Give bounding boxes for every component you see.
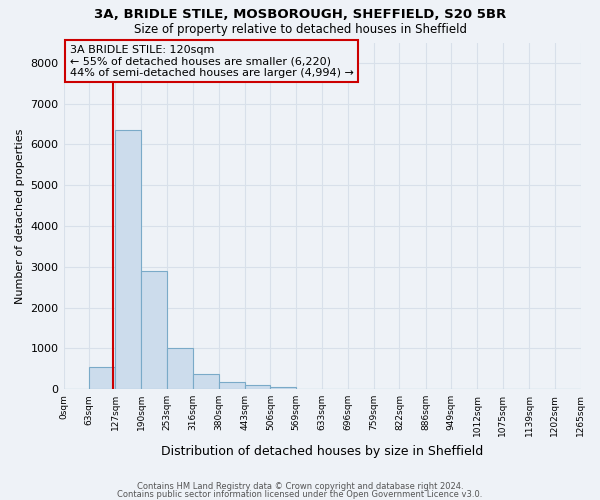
Bar [271,386,296,389]
Text: 3A, BRIDLE STILE, MOSBOROUGH, SHEFFIELD, S20 5BR: 3A, BRIDLE STILE, MOSBOROUGH, SHEFFIELD,… [94,8,506,20]
Bar [89,366,115,389]
Bar [219,382,245,389]
Bar [245,385,271,389]
Bar [141,271,167,389]
Bar [167,348,193,389]
X-axis label: Distribution of detached houses by size in Sheffield: Distribution of detached houses by size … [161,444,483,458]
Text: Contains HM Land Registry data © Crown copyright and database right 2024.: Contains HM Land Registry data © Crown c… [137,482,463,491]
Bar [115,130,141,389]
Text: Contains public sector information licensed under the Open Government Licence v3: Contains public sector information licen… [118,490,482,499]
Text: Size of property relative to detached houses in Sheffield: Size of property relative to detached ho… [133,22,467,36]
Y-axis label: Number of detached properties: Number of detached properties [15,128,25,304]
Bar [193,374,219,389]
Text: 3A BRIDLE STILE: 120sqm
← 55% of detached houses are smaller (6,220)
44% of semi: 3A BRIDLE STILE: 120sqm ← 55% of detache… [70,44,353,78]
